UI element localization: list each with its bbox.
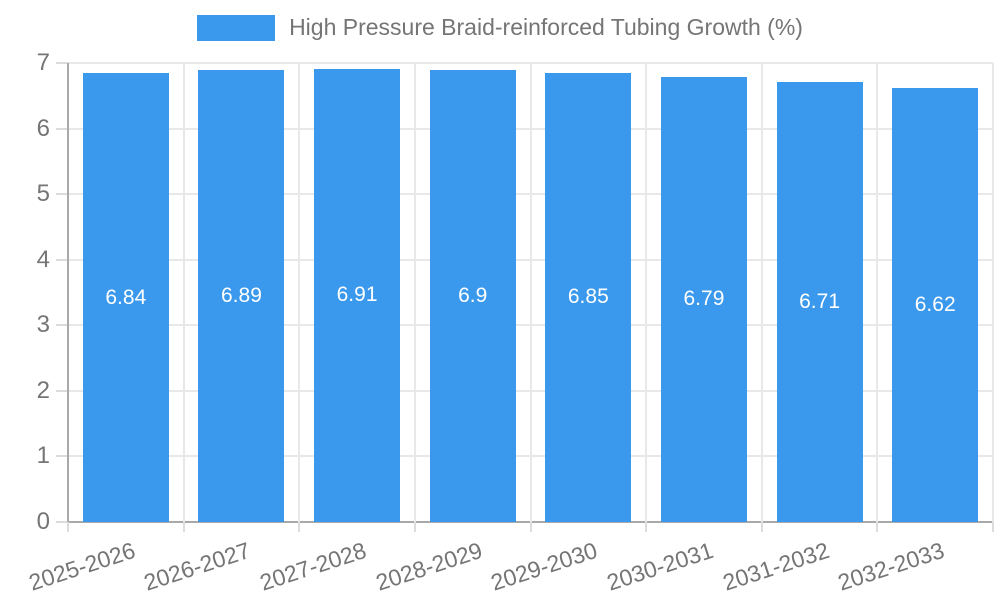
bar[interactable] <box>314 68 401 522</box>
x-gridline <box>645 63 648 522</box>
x-tick <box>992 522 994 532</box>
y-tick <box>56 455 68 458</box>
x-tick <box>413 522 416 532</box>
y-tick-label: 2 <box>36 376 50 404</box>
y-tick-label: 3 <box>36 311 50 339</box>
bar[interactable] <box>776 82 863 522</box>
y-axis-line <box>67 63 69 522</box>
x-tick-label: 2026-2027 <box>141 536 254 596</box>
legend-label: High Pressure Braid-reinforced Tubing Gr… <box>289 14 803 40</box>
bar-value-label: 6.85 <box>567 285 609 309</box>
y-tick-label: 5 <box>36 180 50 208</box>
bar[interactable] <box>429 69 516 522</box>
x-gridline <box>992 63 994 522</box>
bar[interactable] <box>660 76 747 522</box>
x-tick-label: 2027-2028 <box>256 536 370 596</box>
x-tick-label: 2029-2030 <box>488 536 601 596</box>
y-tick <box>56 193 68 196</box>
y-tick <box>56 62 68 64</box>
x-tick <box>67 522 69 532</box>
x-tick <box>298 522 301 532</box>
y-tick <box>56 127 68 130</box>
bar-value-label: 6.62 <box>914 292 956 316</box>
y-tick <box>56 258 68 261</box>
x-tick <box>529 522 532 532</box>
x-gridline <box>298 63 301 522</box>
bar[interactable] <box>82 73 169 522</box>
y-tick-label: 1 <box>36 442 50 470</box>
y-tick <box>56 521 68 523</box>
bar-value-label: 6.89 <box>221 284 262 308</box>
x-gridline <box>182 63 185 522</box>
bar-value-label: 6.84 <box>105 285 147 309</box>
bar-value-label: 6.91 <box>336 283 378 307</box>
x-tick-label: 2032-2033 <box>834 536 948 596</box>
y-tick-label: 0 <box>36 508 50 535</box>
bar-value-label: 6.79 <box>683 287 725 311</box>
bar[interactable] <box>545 72 632 522</box>
x-tick <box>760 522 763 532</box>
y-tick-label: 7 <box>36 49 50 76</box>
bar[interactable] <box>198 70 285 522</box>
x-gridline <box>760 63 763 522</box>
y-tick-label: 4 <box>36 245 50 273</box>
bar-value-label: 6.71 <box>799 290 840 313</box>
x-gridline <box>529 63 532 522</box>
x-gridline <box>413 63 416 522</box>
y-tick-label: 6 <box>36 114 50 142</box>
legend[interactable]: High Pressure Braid-reinforced Tubing Gr… <box>0 14 1000 41</box>
bar[interactable] <box>892 87 979 522</box>
x-gridline <box>876 63 879 522</box>
x-tick <box>182 522 185 532</box>
x-tick-label: 2031-2032 <box>719 536 832 596</box>
x-tick-label: 2028-2029 <box>372 536 486 596</box>
y-tick <box>56 389 68 392</box>
bar-value-label: 6.9 <box>458 283 488 307</box>
x-tick-label: 2030-2031 <box>603 536 717 596</box>
x-tick <box>876 522 879 532</box>
x-tick-label: 2025-2026 <box>25 536 139 596</box>
legend-swatch <box>197 14 276 41</box>
x-tick <box>645 522 648 532</box>
y-tick <box>56 324 68 327</box>
